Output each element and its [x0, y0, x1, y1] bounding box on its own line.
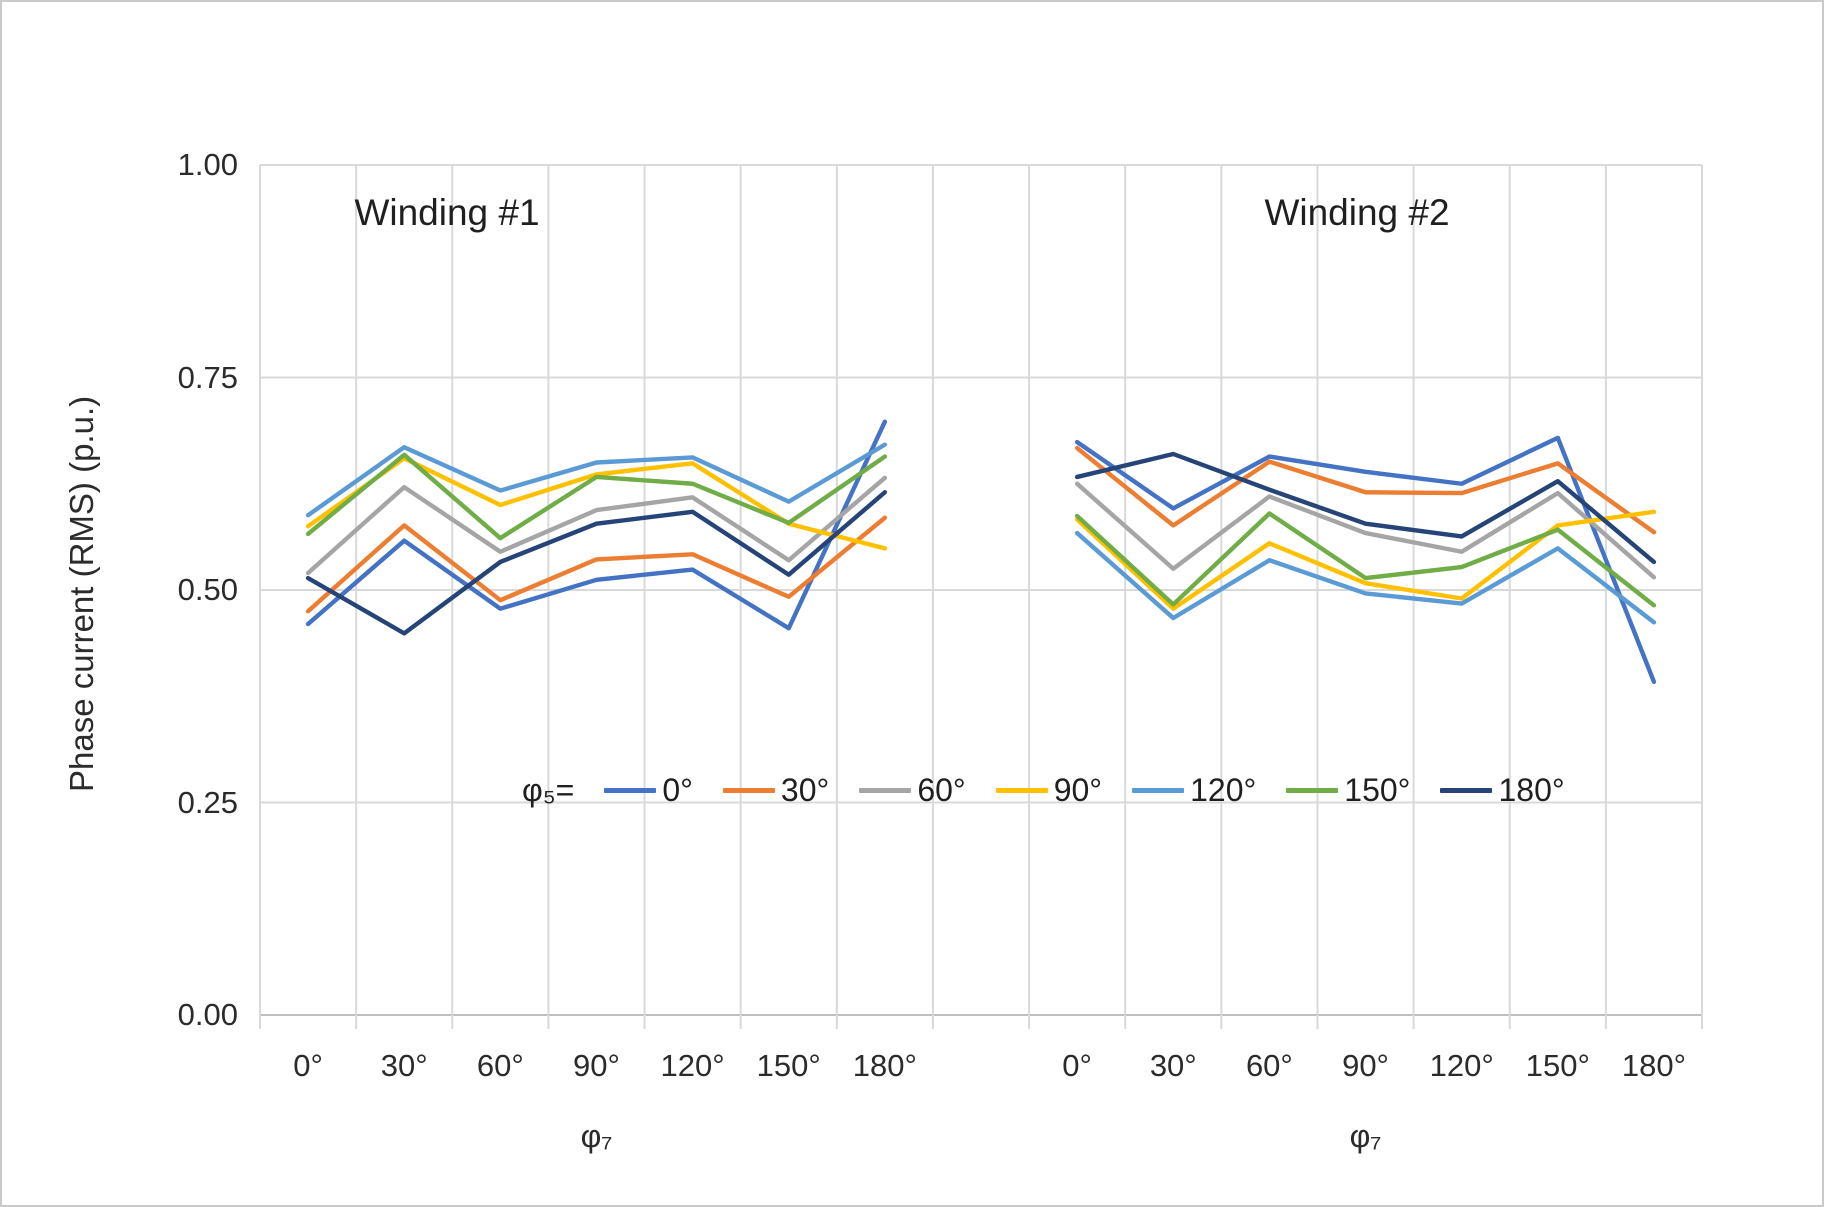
legend-swatch-icon [995, 788, 1048, 793]
series-line-winding1-120° [305, 442, 888, 518]
chart-legend: φ₅= 0° 30° 60° 90° 120° 150° 180° [522, 772, 1565, 809]
legend-label: 120° [1190, 772, 1257, 808]
legend-label: 30° [780, 772, 830, 808]
series-line-winding1-180° [305, 490, 888, 636]
legend-entry: 120° [1132, 772, 1256, 809]
x-axis-title: φ₇ [1349, 1118, 1382, 1154]
legend-swatch-icon [1440, 788, 1493, 793]
series-line-winding2-120° [1074, 530, 1657, 625]
x-tick-label: 60° [1245, 1048, 1293, 1083]
x-tick-label: 120° [660, 1048, 725, 1083]
x-tick-label: 150° [1525, 1048, 1590, 1083]
series-line-winding1-150° [305, 452, 888, 541]
legend-prefix: φ₅= [522, 772, 575, 808]
panel-title: Winding #1 [354, 192, 540, 233]
legend-entry: 0° [604, 772, 693, 809]
legend-label: 60° [917, 772, 966, 808]
series-line-winding1-60° [305, 475, 888, 576]
series-line-winding2-150° [1074, 511, 1657, 608]
y-tick-label: 0.50 [177, 572, 238, 607]
x-tick-label: 120° [1429, 1048, 1494, 1083]
legend-swatch-icon [722, 788, 775, 793]
legend-swatch-icon [1286, 788, 1339, 793]
y-tick-label: 0.75 [177, 359, 238, 395]
series-line-winding1-0° [305, 419, 888, 631]
x-tick-label: 30° [380, 1048, 428, 1083]
x-tick-label: 180° [852, 1048, 917, 1083]
x-tick-label: 150° [756, 1048, 821, 1083]
y-axis-title: Phase current (RMS) (p.u.) [63, 395, 100, 792]
legend-entry: 180° [1440, 772, 1565, 809]
legend-label: 150° [1344, 772, 1411, 808]
series-line-winding2-0° [1074, 435, 1657, 684]
legend-swatch-icon [1132, 788, 1185, 793]
x-tick-label: 30° [1149, 1048, 1197, 1083]
legend-label: 0° [662, 772, 693, 808]
panel-title: Winding #2 [1264, 192, 1450, 233]
legend-label: 180° [1498, 772, 1565, 808]
legend-swatch-icon [859, 788, 912, 793]
x-tick-label: 180° [1621, 1048, 1686, 1083]
series-line-winding2-90° [1074, 509, 1657, 611]
y-tick-label: 0.00 [177, 997, 238, 1032]
series-line-winding2-60° [1074, 481, 1657, 580]
series-line-winding2-30° [1074, 445, 1657, 535]
x-tick-label: 0° [293, 1048, 323, 1083]
x-tick-label: 90° [1342, 1048, 1389, 1083]
series-line-winding2-180° [1074, 451, 1657, 565]
legend-entry: 60° [859, 772, 966, 809]
legend-entry: 30° [722, 772, 830, 809]
legend-entry: 150° [1286, 772, 1410, 809]
x-tick-label: 60° [476, 1048, 524, 1083]
legend-swatch-icon [604, 788, 657, 793]
y-tick-label: 0.25 [177, 784, 238, 820]
x-axis-title: φ₇ [580, 1118, 613, 1154]
y-tick-label: 1.00 [177, 147, 238, 182]
legend-entry: 90° [995, 772, 1103, 809]
legend-label: 90° [1053, 772, 1103, 808]
x-tick-label: 0° [1062, 1048, 1092, 1083]
x-tick-label: 90° [573, 1048, 620, 1083]
series-line-winding1-30° [305, 515, 888, 614]
